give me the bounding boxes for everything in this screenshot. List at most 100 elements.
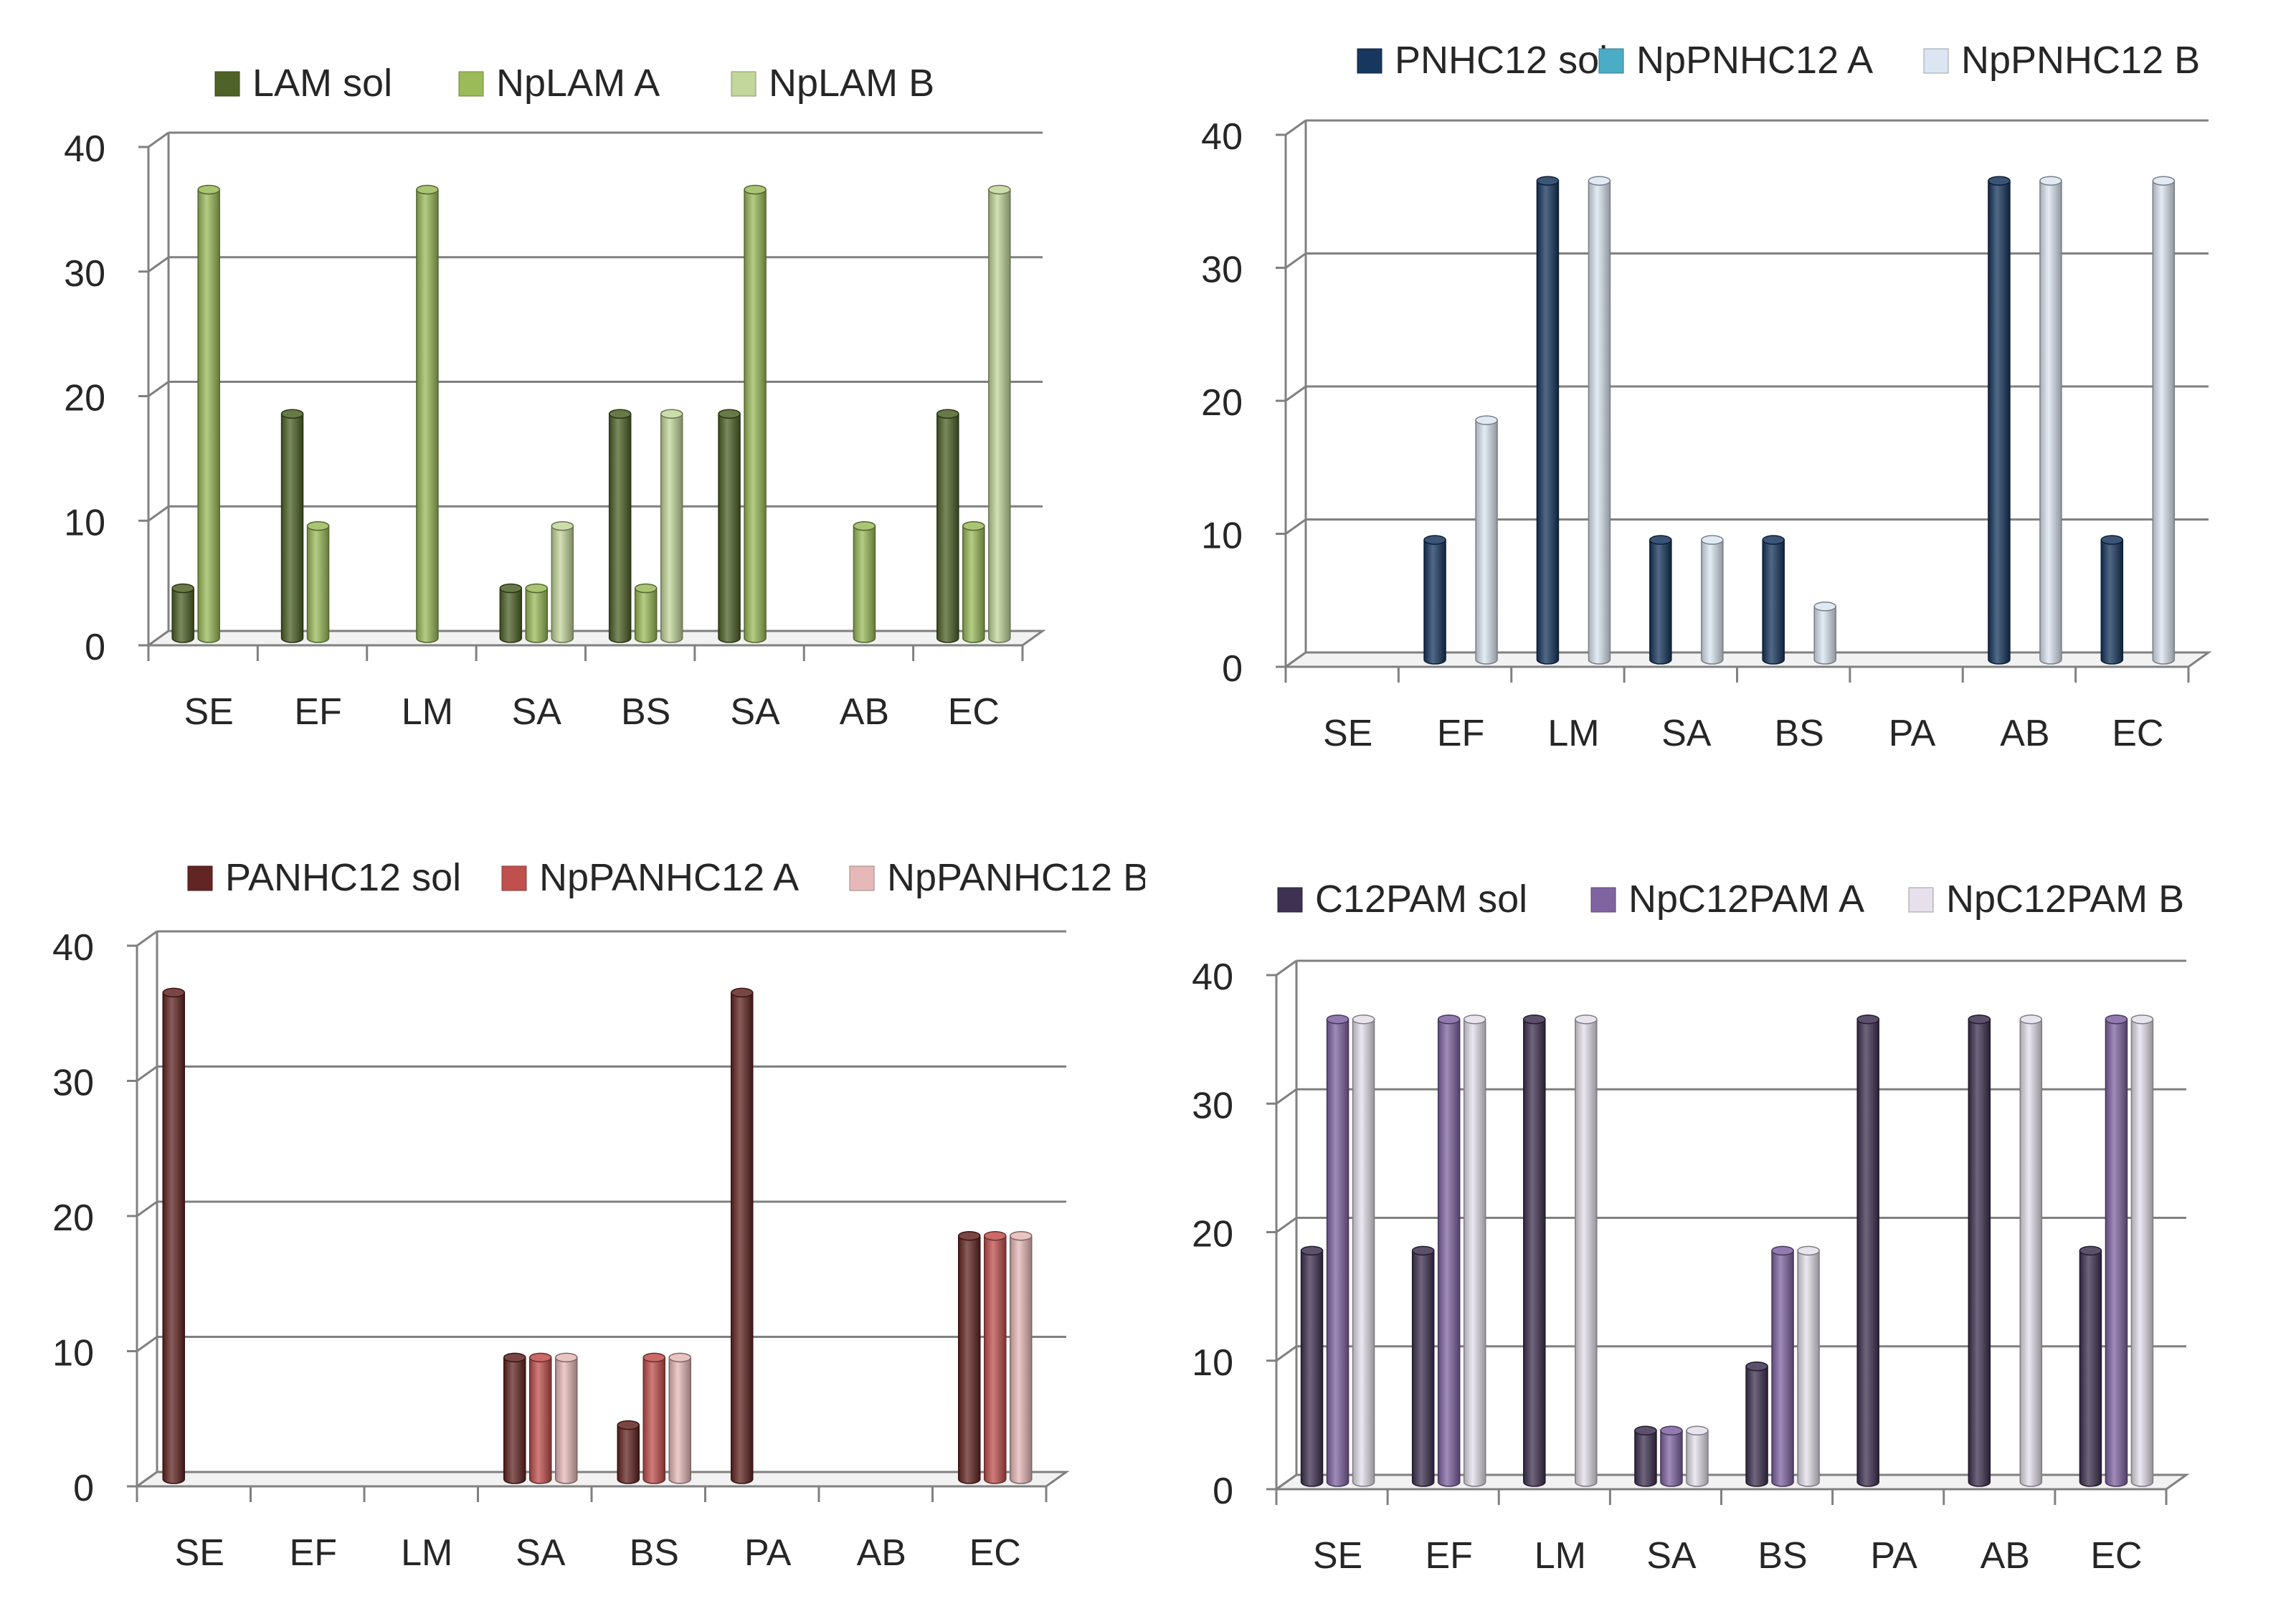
bar-cap [962,521,985,531]
bar [171,587,194,643]
bar-cap [525,583,549,594]
bar-cap [660,409,683,419]
bar [2039,180,2062,665]
gridline-depth [148,505,169,522]
y-tick-label: 30 [52,1063,94,1104]
x-tick-label: SA [730,691,780,733]
bar-cap [551,521,574,531]
bar-cap [1813,602,1836,612]
chart-panhc12: 0 10 20 30 40 SE EF LM SA BS PA AB EC PANHC12 sol NpPA… [52,856,1145,1574]
legend-label: NpC12PAM A [1628,878,1864,921]
chart-panel-c12pam: 0 10 20 30 40 SE EF LM SA BS PA AB EC C12PAM sol NpC12… [1145,812,2291,1624]
bar-cap [2079,1245,2102,1256]
bar [551,525,574,643]
bar-cap [555,1352,578,1363]
chart-floor [1282,651,2212,668]
bar-cap [1649,535,1672,545]
y-tick-label: 10 [1201,516,1243,557]
bar-cap [306,521,330,531]
chart-c12pam: 0 10 20 30 40 SE EF LM SA BS PA AB EC C12PAM sol NpC12… [1192,878,2190,1577]
bar-cap [280,409,304,419]
bar [1968,1018,1991,1487]
y-tick-label: 20 [1201,382,1243,424]
bar [962,525,985,643]
x-tick-label: BS [630,1532,679,1574]
x-tick-label: AB [2000,713,2049,754]
bar-cap [853,521,876,531]
bar [2130,1018,2154,1487]
bar-cap [617,1420,640,1430]
legend-swatch [187,865,213,891]
bar [529,1357,552,1484]
x-tick-label: EF [294,691,341,733]
x-tick-label: AB [857,1532,906,1574]
bar-cap [503,1352,526,1363]
x-tick-label: LM [402,691,453,733]
legend-swatch [1908,887,1934,913]
bar-cap [1423,535,1446,545]
x-tick-label: SE [184,691,234,733]
bar [936,413,959,643]
bar-cap [1463,1014,1486,1025]
chart-floor [133,1471,1070,1488]
bar-cap [1856,1014,1879,1025]
bar [1988,180,2011,665]
bar [1634,1430,1657,1487]
bar [1352,1018,1375,1487]
legend-swatch [849,865,875,891]
bar-cap [2152,176,2176,186]
x-tick-label: BS [1758,1535,1807,1577]
x-tick-label: EC [2112,713,2163,754]
gridline-depth [1285,385,1306,402]
bar [2079,1250,2102,1487]
gridline-depth [148,131,169,148]
bar-cap [1660,1425,1683,1436]
x-tick-label: SE [1323,713,1372,754]
bar-cap [529,1352,552,1363]
gridline-depth [148,256,169,272]
gridline-depth [136,1065,158,1082]
bar-cap [642,1352,665,1363]
bar-cap [1634,1425,1657,1436]
bar-cap [1411,1245,1435,1256]
x-tick-label: PA [1870,1535,1917,1577]
gridline-depth [1276,1088,1297,1105]
bar [1423,539,1446,665]
bar-cap [936,409,959,419]
x-tick-label: EF [1425,1535,1472,1577]
bar [1856,1018,1879,1487]
legend-label: NpPNHC12 B [1961,39,2200,82]
x-tick-label: SA [516,1532,566,1574]
bar-cap [1010,1230,1033,1241]
bar [744,189,767,643]
legend: PNHC12 sol NpPNHC12 A NpPNHC12 B [1357,39,2200,82]
gridline-depth [148,381,169,397]
bar-cap [1523,1014,1546,1025]
x-tick-label: LM [401,1532,452,1574]
bar-cap [608,409,632,419]
chart-panel-pnhc12: 0 10 20 30 40 SE EF LM SA BS PA AB EC PNHC12 sol NpPNH… [1145,0,2291,812]
y-tick-label: 40 [1201,116,1243,158]
bar-cap [718,409,741,419]
bar-cap [731,987,754,998]
x-tick-label: LM [1535,1535,1586,1577]
bar [1523,1018,1546,1487]
y-tick-label: 30 [1192,1085,1233,1126]
bar-cap [499,583,523,594]
bar [608,413,632,643]
gridline-depth [136,930,158,947]
gridlines [136,930,1066,1488]
bar [1771,1250,1794,1487]
bar-cap [171,583,194,594]
legend-label: NpC12PAM B [1946,878,2184,921]
bar [1588,180,1611,665]
bar [1300,1250,1324,1487]
bar-cap [1326,1014,1350,1025]
bar [668,1357,691,1484]
bar [416,189,439,643]
y-tick-label: 20 [1192,1214,1233,1255]
x-tick-label: PA [1889,713,1936,754]
bar [1745,1365,1768,1487]
bar-cap [634,583,658,594]
bar-cap [1575,1014,1598,1025]
